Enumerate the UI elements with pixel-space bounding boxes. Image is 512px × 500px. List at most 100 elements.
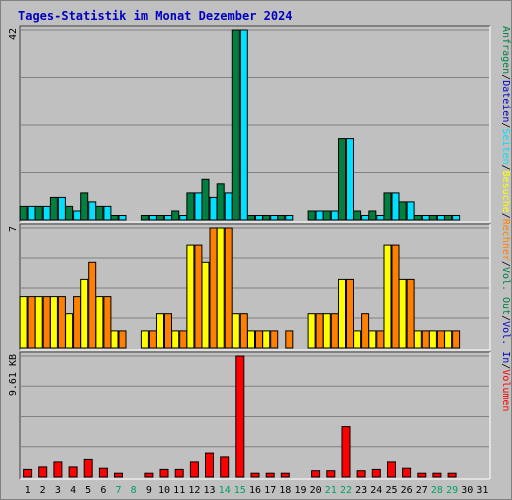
day-label: 5 bbox=[85, 485, 91, 496]
bar-volumen bbox=[235, 355, 245, 478]
bar-volumen bbox=[220, 456, 230, 478]
bar-anfragen bbox=[171, 210, 180, 221]
bar-anfragen bbox=[110, 215, 119, 221]
bar-anfragen bbox=[398, 201, 407, 221]
bar-besuche bbox=[49, 296, 58, 349]
bar-dateien bbox=[118, 215, 127, 221]
bar-volumen bbox=[402, 467, 412, 478]
bar-anfragen bbox=[65, 205, 74, 221]
bar-besuche bbox=[201, 261, 210, 349]
bar-rechner bbox=[270, 330, 279, 349]
day-label: 8 bbox=[131, 485, 137, 496]
bar-anfragen bbox=[413, 215, 422, 221]
bar-besuche bbox=[156, 313, 164, 349]
bar-dateien bbox=[361, 215, 370, 221]
bar-anfragen bbox=[186, 192, 195, 221]
bar-anfragen bbox=[322, 210, 331, 221]
bar-volumen bbox=[341, 426, 351, 478]
y-max-label: 9.61 KB bbox=[8, 354, 19, 396]
side-legend-entry: / bbox=[500, 165, 511, 171]
bar-anfragen bbox=[95, 205, 104, 221]
bar-rechner bbox=[315, 313, 324, 349]
bar-anfragen bbox=[140, 215, 149, 221]
panel-3: 9.61 KB bbox=[8, 351, 491, 480]
side-legend: Anfragen/Dateien/Seiten/Besuche/Rechner/… bbox=[500, 26, 511, 411]
bar-volumen bbox=[387, 461, 396, 478]
bar-volumen bbox=[83, 458, 93, 478]
side-legend-entry: / bbox=[500, 213, 511, 219]
bar-dateien bbox=[346, 138, 354, 221]
bar-rechner bbox=[391, 244, 400, 349]
bar-dateien bbox=[436, 215, 445, 221]
side-legend-entry: / bbox=[500, 74, 511, 80]
bar-besuche bbox=[231, 313, 240, 349]
side-legend-entry: Volumen bbox=[500, 369, 511, 411]
bar-rechner bbox=[239, 313, 248, 349]
day-label: 13 bbox=[203, 485, 215, 496]
side-legend-entry: Besuche bbox=[500, 171, 511, 213]
bar-dateien bbox=[239, 29, 248, 221]
bar-dateien bbox=[285, 215, 294, 221]
bar-volumen bbox=[144, 472, 154, 478]
bar-besuche bbox=[307, 313, 316, 349]
side-legend-entry: / bbox=[500, 122, 511, 128]
day-label: 1 bbox=[25, 485, 31, 496]
bar-dateien bbox=[255, 215, 263, 221]
bar-anfragen bbox=[338, 138, 346, 221]
bar-anfragen bbox=[353, 210, 362, 221]
bar-anfragen bbox=[277, 215, 286, 221]
bar-volumen bbox=[356, 470, 366, 478]
panel-background bbox=[19, 25, 491, 223]
bar-dateien bbox=[73, 210, 82, 221]
bar-volumen bbox=[174, 468, 184, 478]
bar-besuche bbox=[262, 330, 271, 349]
bar-rechner bbox=[361, 313, 370, 349]
bar-anfragen bbox=[201, 178, 210, 221]
bar-dateien bbox=[330, 210, 339, 221]
bar-dateien bbox=[57, 196, 66, 221]
side-legend-entry: Vol. In bbox=[500, 321, 511, 363]
day-label: 2 bbox=[40, 485, 46, 496]
bar-volumen bbox=[265, 472, 275, 478]
day-label: 11 bbox=[173, 485, 185, 496]
bar-besuche bbox=[110, 330, 119, 349]
bar-dateien bbox=[376, 215, 385, 221]
bar-volumen bbox=[189, 461, 199, 478]
bar-dateien bbox=[42, 205, 51, 221]
bar-volumen bbox=[250, 472, 260, 478]
bar-dateien bbox=[391, 192, 400, 221]
bar-anfragen bbox=[216, 183, 225, 221]
bar-besuche bbox=[247, 330, 255, 349]
bar-volumen bbox=[432, 472, 442, 478]
bar-besuche bbox=[398, 278, 407, 349]
bar-dateien bbox=[27, 205, 36, 221]
bar-rechner bbox=[179, 330, 188, 349]
bar-besuche bbox=[413, 330, 422, 349]
day-label: 19 bbox=[294, 485, 306, 496]
bar-rechner bbox=[255, 330, 263, 349]
bar-rechner bbox=[27, 296, 36, 349]
day-label: 30 bbox=[461, 485, 473, 496]
day-label: 26 bbox=[401, 485, 413, 496]
day-label: 6 bbox=[100, 485, 106, 496]
bar-volumen bbox=[53, 461, 63, 478]
bar-besuche bbox=[186, 244, 195, 349]
bar-anfragen bbox=[156, 215, 164, 221]
bar-besuche bbox=[65, 313, 74, 349]
bar-volumen bbox=[98, 467, 108, 478]
bar-besuche bbox=[338, 278, 346, 349]
bar-volumen bbox=[38, 466, 48, 478]
bar-besuche bbox=[353, 330, 362, 349]
chart-title: Tages-Statistik im Monat Dezember 2024 bbox=[18, 9, 293, 23]
day-label: 27 bbox=[416, 485, 428, 496]
side-legend-entry: / bbox=[500, 315, 511, 321]
bar-anfragen bbox=[19, 205, 28, 221]
bar-anfragen bbox=[383, 192, 392, 221]
bar-anfragen bbox=[49, 196, 58, 221]
day-label: 7 bbox=[115, 485, 121, 496]
bar-besuche bbox=[80, 278, 89, 349]
bar-rechner bbox=[436, 330, 445, 349]
bar-besuche bbox=[383, 244, 392, 349]
bar-dateien bbox=[452, 215, 461, 221]
